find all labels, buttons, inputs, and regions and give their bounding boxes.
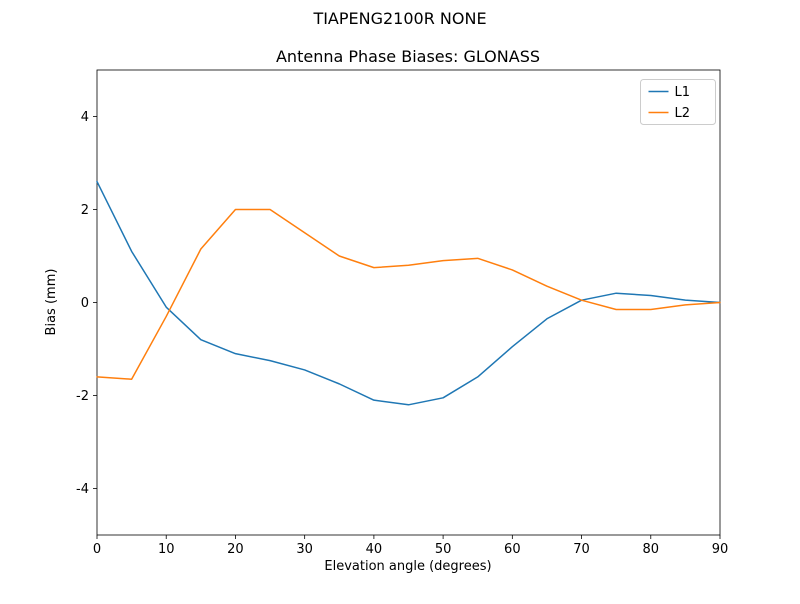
x-tick-label: 0	[93, 542, 101, 557]
series-line-l2	[96, 208, 721, 380]
x-tick-label: 20	[227, 542, 244, 557]
y-axis-label: Bias (mm)	[44, 269, 59, 336]
x-tick-label: 30	[296, 542, 313, 557]
series-layer	[96, 180, 721, 406]
y-tick-label: -4	[76, 482, 89, 497]
x-tick-label: 90	[712, 542, 729, 557]
y-tick-label: 0	[81, 296, 89, 311]
y-tick-label: 4	[81, 110, 89, 125]
x-tick-label: 40	[366, 542, 383, 557]
x-axis-label: Elevation angle (degrees)	[324, 559, 491, 574]
y-tick-label: -2	[76, 389, 89, 404]
x-tick-label: 50	[435, 542, 452, 557]
x-tick-label: 80	[643, 542, 660, 557]
legend-label-l2: L2	[675, 106, 691, 121]
x-tick-label: 70	[573, 542, 590, 557]
series-line-l1	[96, 180, 721, 406]
axes-layer: 0 10 20 30 40 50 60 70 80 90 -4 -2 0 2 4	[76, 69, 729, 557]
x-tick-label: 10	[158, 542, 175, 557]
legend-label-l1: L1	[675, 85, 691, 100]
axes-border	[96, 69, 721, 536]
x-tick-label: 60	[504, 542, 521, 557]
figure-suptitle: TIAPENG2100R NONE	[312, 9, 486, 28]
axes-title: Antenna Phase Biases: GLONASS	[276, 47, 540, 66]
y-tick-label: 2	[81, 203, 89, 218]
